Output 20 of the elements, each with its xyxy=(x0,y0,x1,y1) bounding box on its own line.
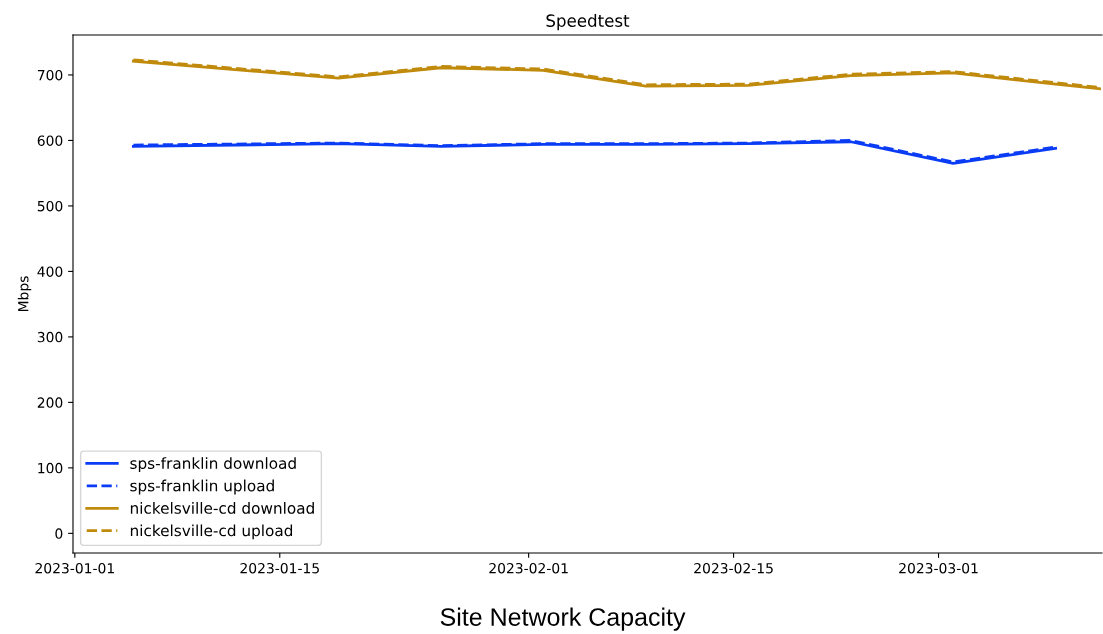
y-axis-title: Mbps xyxy=(17,276,32,312)
x-tick-label: 2023-02-15 xyxy=(694,562,773,574)
legend-label: sps-franklin upload xyxy=(130,479,274,495)
y-tick-label: 200 xyxy=(37,397,63,408)
x-tick-label: 2023-03-01 xyxy=(899,562,978,574)
legend-label: nickelsville-cd download xyxy=(130,502,314,514)
legend-label: nickelsville-cd upload xyxy=(130,524,293,540)
y-tick-label: 500 xyxy=(37,200,63,212)
x-tick-label: 2023-01-15 xyxy=(240,562,319,574)
x-tick-label: 2023-02-01 xyxy=(489,562,568,574)
y-tick-label: 300 xyxy=(37,331,63,343)
text: Site Network Capacity xyxy=(440,607,686,631)
y-tick-label: 100 xyxy=(38,462,63,474)
chart-title: Speedtest xyxy=(546,14,630,31)
y-tick-label: 600 xyxy=(37,135,63,146)
legend-label: sps-franklin download xyxy=(130,457,296,472)
y-tick-label: 400 xyxy=(37,266,63,277)
x-tick-label: 2023-01-01 xyxy=(35,562,114,574)
y-tick-label: 0 xyxy=(55,528,63,539)
y-tick-label: 700 xyxy=(37,69,63,81)
